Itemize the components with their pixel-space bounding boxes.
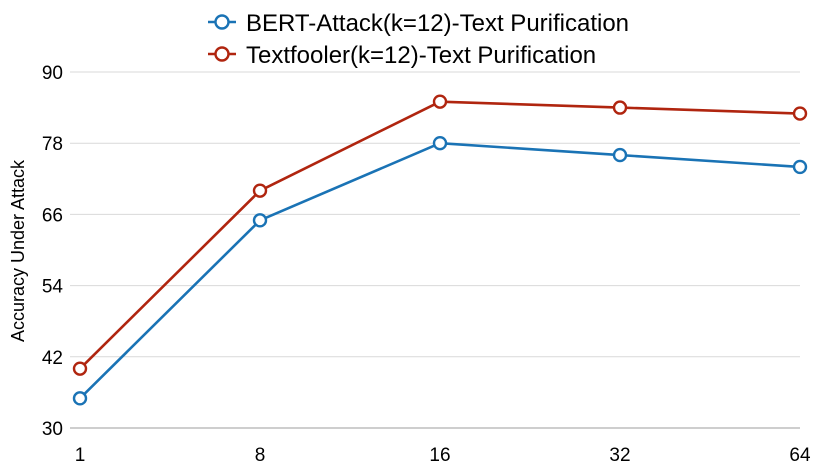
data-point xyxy=(792,106,808,121)
legend-item: BERT-Attack(k=12)-Text Purification xyxy=(208,10,629,37)
series xyxy=(72,94,808,406)
data-point xyxy=(792,159,808,175)
legend-label: BERT-Attack(k=12)-Text Purification xyxy=(246,10,629,37)
data-point xyxy=(72,361,88,376)
legend: BERT-Attack(k=12)-Text Purification Textf… xyxy=(208,10,629,69)
data-point xyxy=(612,147,628,163)
x-tick-label: 1 xyxy=(75,445,86,466)
axes: 30 42 54 66 78 90 1 8 16 32 64 xyxy=(42,63,811,466)
data-point xyxy=(612,100,628,115)
x-tick-label: 32 xyxy=(609,445,630,466)
legend-item: Textfooler(k=12)-Text Purification xyxy=(208,42,596,69)
data-point xyxy=(252,183,268,198)
y-tick-label: 66 xyxy=(42,205,63,226)
grid xyxy=(70,71,800,358)
y-tick-label: 54 xyxy=(42,277,64,298)
data-point xyxy=(72,391,88,406)
data-point xyxy=(432,94,448,109)
y-tick-label: 78 xyxy=(42,134,63,155)
y-axis-title: Accuracy Under Attack xyxy=(8,159,28,342)
legend-label: Textfooler(k=12)-Text Purification xyxy=(246,42,596,69)
y-tick-label: 42 xyxy=(42,348,63,369)
x-tick-label: 16 xyxy=(429,445,450,466)
legend-marker xyxy=(214,14,230,30)
y-tick-label: 30 xyxy=(42,419,63,440)
series-2 xyxy=(72,94,808,376)
series-line xyxy=(79,141,801,400)
legend-marker xyxy=(214,46,230,62)
x-tick-label: 64 xyxy=(789,445,811,466)
series-1 xyxy=(72,135,808,406)
data-point xyxy=(252,213,268,228)
data-point xyxy=(432,135,448,151)
y-tick-label: 90 xyxy=(42,63,63,84)
x-tick-label: 8 xyxy=(255,445,266,466)
